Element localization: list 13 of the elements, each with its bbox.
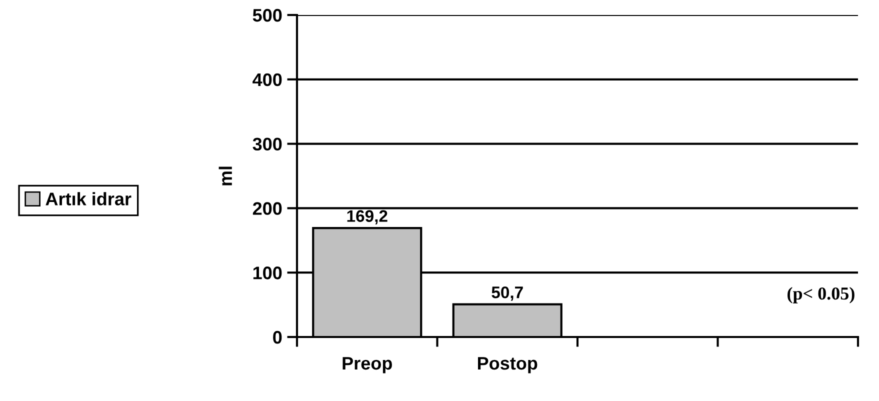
legend-label: Artık idrar: [46, 192, 132, 206]
x-tick-label: Postop: [478, 357, 538, 374]
annotation: (p< 0.05): [788, 286, 854, 304]
x-tick-label: Preop: [342, 357, 392, 374]
y-tick-label: 100: [253, 266, 282, 280]
y-axis-title: ml: [218, 166, 232, 186]
y-tick-label: 0: [273, 330, 282, 344]
y-tick-label: 400: [252, 73, 282, 86]
data-label: 169,2: [347, 210, 388, 224]
y-tick-label: 300: [252, 138, 282, 151]
y-tick-label: 500: [252, 8, 282, 22]
y-tick-label: 200: [252, 202, 282, 215]
data-label: 50,7: [492, 286, 523, 301]
